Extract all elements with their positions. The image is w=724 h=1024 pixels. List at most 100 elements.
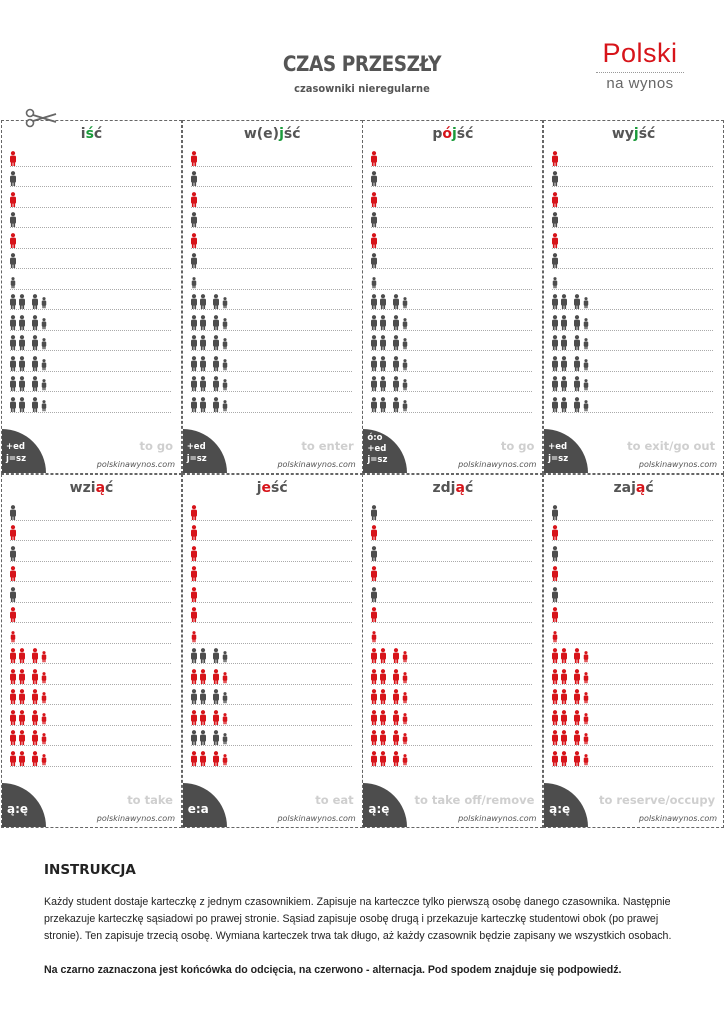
conjugation-line[interactable] xyxy=(363,211,542,232)
conjugation-line[interactable] xyxy=(544,313,723,334)
conjugation-line[interactable] xyxy=(183,565,362,586)
conjugation-line[interactable] xyxy=(183,354,362,375)
conjugation-line[interactable] xyxy=(363,503,542,524)
conjugation-line[interactable] xyxy=(544,667,723,688)
conjugation-line[interactable] xyxy=(183,626,362,647)
conjugation-line[interactable] xyxy=(363,667,542,688)
conjugation-line[interactable] xyxy=(363,272,542,293)
conjugation-line[interactable] xyxy=(544,585,723,606)
conjugation-line[interactable] xyxy=(183,585,362,606)
conjugation-line[interactable] xyxy=(183,313,362,334)
conjugation-line[interactable] xyxy=(544,749,723,770)
conjugation-line[interactable] xyxy=(363,395,542,416)
conjugation-line[interactable] xyxy=(183,231,362,252)
conjugation-line[interactable] xyxy=(544,729,723,750)
conjugation-line[interactable] xyxy=(363,170,542,191)
conjugation-line[interactable] xyxy=(183,606,362,627)
conjugation-line[interactable] xyxy=(363,252,542,273)
conjugation-line[interactable] xyxy=(2,395,181,416)
conjugation-line[interactable] xyxy=(2,667,181,688)
conjugation-line[interactable] xyxy=(183,293,362,314)
conjugation-line[interactable] xyxy=(544,375,723,396)
conjugation-line[interactable] xyxy=(363,149,542,170)
conjugation-line[interactable] xyxy=(544,231,723,252)
conjugation-line[interactable] xyxy=(2,524,181,545)
conjugation-line[interactable] xyxy=(544,626,723,647)
conjugation-line[interactable] xyxy=(544,190,723,211)
conjugation-line[interactable] xyxy=(363,585,542,606)
conjugation-line[interactable] xyxy=(363,565,542,586)
conjugation-line[interactable] xyxy=(2,252,181,273)
conjugation-line[interactable] xyxy=(363,606,542,627)
conjugation-line[interactable] xyxy=(544,708,723,729)
conjugation-line[interactable] xyxy=(2,334,181,355)
conjugation-line[interactable] xyxy=(363,313,542,334)
conjugation-line[interactable] xyxy=(2,272,181,293)
conjugation-line[interactable] xyxy=(2,149,181,170)
conjugation-line[interactable] xyxy=(544,170,723,191)
conjugation-line[interactable] xyxy=(183,729,362,750)
conjugation-line[interactable] xyxy=(363,688,542,709)
conjugation-line[interactable] xyxy=(544,354,723,375)
conjugation-line[interactable] xyxy=(2,313,181,334)
conjugation-line[interactable] xyxy=(183,544,362,565)
conjugation-line[interactable] xyxy=(183,252,362,273)
conjugation-line[interactable] xyxy=(2,688,181,709)
conjugation-line[interactable] xyxy=(2,211,181,232)
conjugation-line[interactable] xyxy=(363,293,542,314)
conjugation-line[interactable] xyxy=(363,231,542,252)
conjugation-line[interactable] xyxy=(2,749,181,770)
conjugation-line[interactable] xyxy=(544,544,723,565)
conjugation-line[interactable] xyxy=(544,395,723,416)
conjugation-line[interactable] xyxy=(544,293,723,314)
conjugation-line[interactable] xyxy=(183,334,362,355)
conjugation-line[interactable] xyxy=(183,170,362,191)
conjugation-line[interactable] xyxy=(2,585,181,606)
conjugation-line[interactable] xyxy=(544,252,723,273)
conjugation-line[interactable] xyxy=(183,211,362,232)
conjugation-line[interactable] xyxy=(2,293,181,314)
conjugation-line[interactable] xyxy=(544,565,723,586)
conjugation-line[interactable] xyxy=(544,503,723,524)
conjugation-line[interactable] xyxy=(2,503,181,524)
conjugation-line[interactable] xyxy=(2,190,181,211)
conjugation-line[interactable] xyxy=(2,375,181,396)
conjugation-line[interactable] xyxy=(363,647,542,668)
conjugation-line[interactable] xyxy=(544,688,723,709)
conjugation-line[interactable] xyxy=(183,524,362,545)
conjugation-line[interactable] xyxy=(363,729,542,750)
conjugation-line[interactable] xyxy=(544,149,723,170)
conjugation-line[interactable] xyxy=(2,729,181,750)
conjugation-line[interactable] xyxy=(2,626,181,647)
conjugation-line[interactable] xyxy=(2,544,181,565)
conjugation-line[interactable] xyxy=(2,354,181,375)
conjugation-line[interactable] xyxy=(2,708,181,729)
conjugation-line[interactable] xyxy=(183,272,362,293)
conjugation-line[interactable] xyxy=(544,334,723,355)
conjugation-line[interactable] xyxy=(363,749,542,770)
conjugation-line[interactable] xyxy=(363,524,542,545)
conjugation-line[interactable] xyxy=(544,524,723,545)
conjugation-line[interactable] xyxy=(183,375,362,396)
conjugation-line[interactable] xyxy=(363,334,542,355)
conjugation-line[interactable] xyxy=(183,395,362,416)
conjugation-line[interactable] xyxy=(183,688,362,709)
conjugation-line[interactable] xyxy=(363,544,542,565)
conjugation-line[interactable] xyxy=(183,647,362,668)
conjugation-line[interactable] xyxy=(183,149,362,170)
conjugation-line[interactable] xyxy=(2,647,181,668)
conjugation-line[interactable] xyxy=(363,708,542,729)
conjugation-line[interactable] xyxy=(363,375,542,396)
conjugation-line[interactable] xyxy=(2,565,181,586)
conjugation-line[interactable] xyxy=(363,626,542,647)
conjugation-line[interactable] xyxy=(544,647,723,668)
conjugation-line[interactable] xyxy=(183,503,362,524)
conjugation-line[interactable] xyxy=(183,749,362,770)
conjugation-line[interactable] xyxy=(363,190,542,211)
conjugation-line[interactable] xyxy=(183,667,362,688)
conjugation-line[interactable] xyxy=(544,211,723,232)
conjugation-line[interactable] xyxy=(183,190,362,211)
conjugation-line[interactable] xyxy=(183,708,362,729)
conjugation-line[interactable] xyxy=(2,170,181,191)
conjugation-line[interactable] xyxy=(2,231,181,252)
